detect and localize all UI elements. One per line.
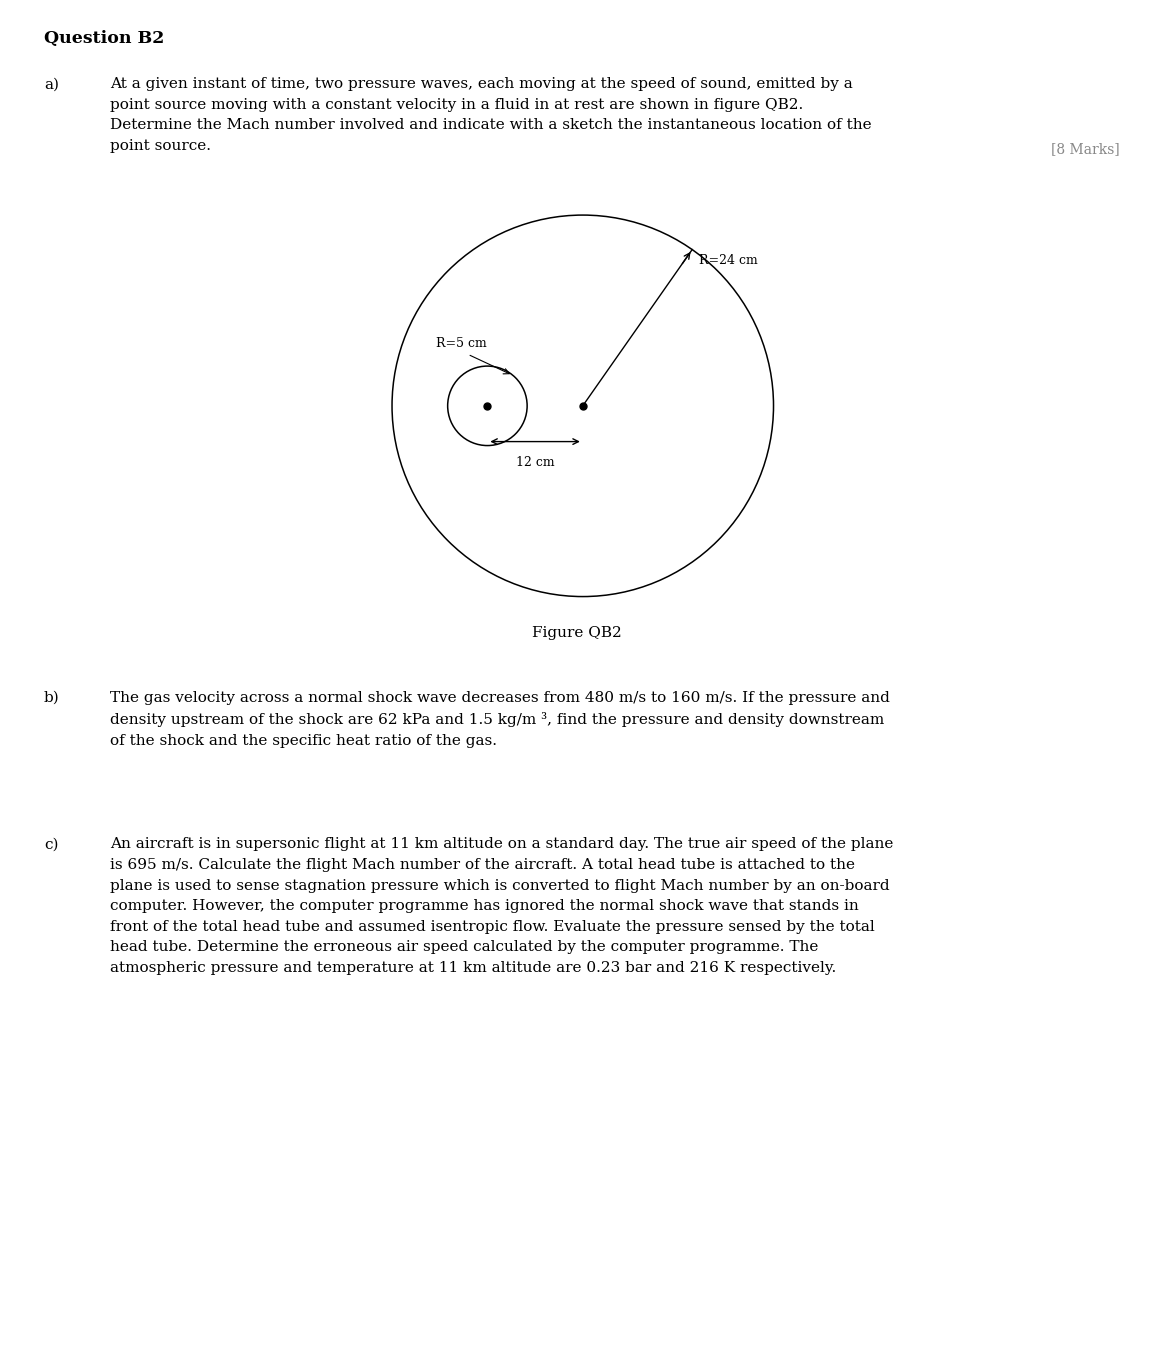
Text: [8 Marks]: [8 Marks] (1050, 142, 1119, 156)
Text: Question B2: Question B2 (44, 30, 164, 47)
Text: An aircraft is in supersonic flight at 11 km altitude on a standard day. The tru: An aircraft is in supersonic flight at 1… (110, 837, 893, 976)
Text: The gas velocity across a normal shock wave decreases from 480 m/s to 160 m/s. I: The gas velocity across a normal shock w… (110, 691, 890, 748)
Text: R=5 cm: R=5 cm (436, 337, 487, 350)
Text: a): a) (44, 77, 59, 91)
Text: Figure QB2: Figure QB2 (532, 626, 622, 640)
Text: R=24 cm: R=24 cm (698, 253, 757, 267)
Text: 12 cm: 12 cm (516, 455, 554, 469)
Text: At a given instant of time, two pressure waves, each moving at the speed of soun: At a given instant of time, two pressure… (110, 77, 871, 153)
Text: b): b) (44, 691, 60, 705)
Text: c): c) (44, 837, 59, 851)
